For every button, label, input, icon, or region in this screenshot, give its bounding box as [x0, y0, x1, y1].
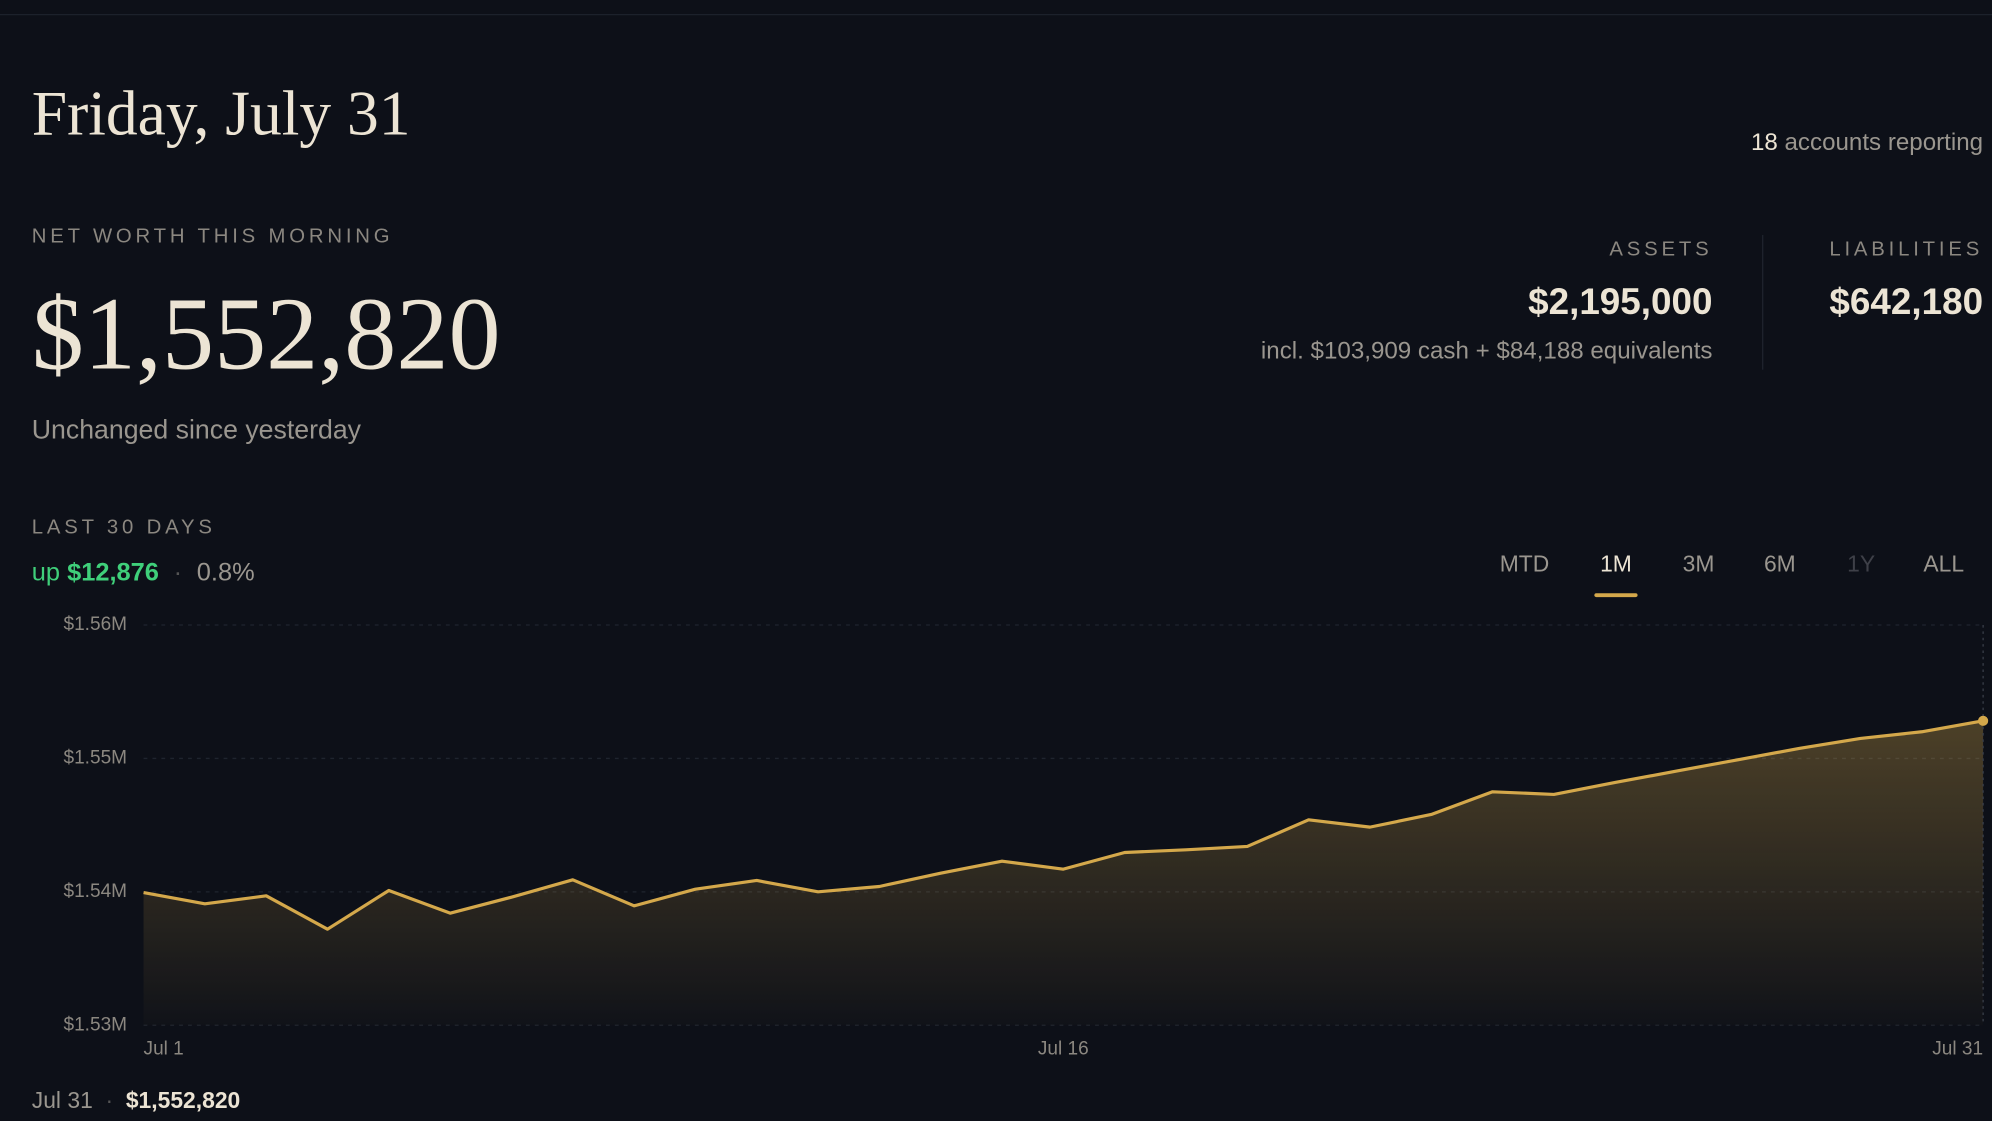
net-worth-value: $1,552,820 — [31, 275, 501, 392]
range-tab: 1Y — [1847, 551, 1876, 577]
period-label: LAST 30 DAYS — [31, 517, 216, 539]
y-tick-label: $1.54M — [64, 881, 128, 902]
x-tick-label: Jul 16 — [1038, 1038, 1089, 1059]
x-tick-label: Jul 1 — [144, 1038, 184, 1059]
area-fill — [143, 720, 1984, 1026]
range-tab[interactable]: 1M — [1600, 551, 1632, 577]
net-worth-label: NET WORTH THIS MORNING — [31, 226, 394, 248]
y-tick-label: $1.53M — [64, 1014, 128, 1035]
change-amount: $12,876 — [67, 558, 159, 587]
direction: up — [31, 558, 61, 587]
assets-value: $2,195,000 — [1528, 282, 1713, 323]
range-tab[interactable]: 3M — [1682, 551, 1715, 577]
change-percent: 0.8% — [196, 558, 255, 587]
accounts-reporting: 18 accounts reporting — [1751, 131, 1983, 155]
range-tab[interactable]: MTD — [1499, 551, 1550, 577]
hover-date: Jul 31 — [31, 1087, 93, 1113]
range-tab[interactable]: ALL — [1923, 551, 1965, 577]
y-tick-label: $1.56M — [64, 614, 128, 635]
divider — [1762, 235, 1764, 370]
y-tick-label: $1.55M — [64, 747, 128, 768]
accounts-text: accounts reporting — [1784, 129, 1984, 157]
date-title: Friday, July 31 — [31, 77, 411, 149]
liabilities-label: LIABILITIES — [1829, 238, 1984, 261]
x-tick-label: Jul 31 — [1932, 1038, 1983, 1059]
hover-value: $1,552,820 — [125, 1087, 241, 1113]
net-worth-note: Unchanged since yesterday — [31, 415, 362, 445]
hover-readout: Jul 31 · $1,552,820 — [32, 1089, 241, 1112]
separator: · — [105, 1087, 114, 1113]
top-border — [0, 13, 1992, 16]
liabilities-value: $642,180 — [1829, 282, 1984, 323]
assets-label: ASSETS — [1609, 238, 1713, 261]
separator: · — [173, 558, 183, 587]
end-dot — [1978, 715, 1989, 726]
active-underline — [1594, 593, 1638, 598]
line — [143, 719, 1984, 931]
assets-note: incl. $103,909 cash + $84,188 equivalent… — [1260, 337, 1713, 365]
period-change: up $12,876 · 0.8% — [32, 560, 255, 585]
range-tab[interactable]: 6M — [1763, 551, 1796, 577]
accounts-count: 18 — [1750, 129, 1778, 157]
